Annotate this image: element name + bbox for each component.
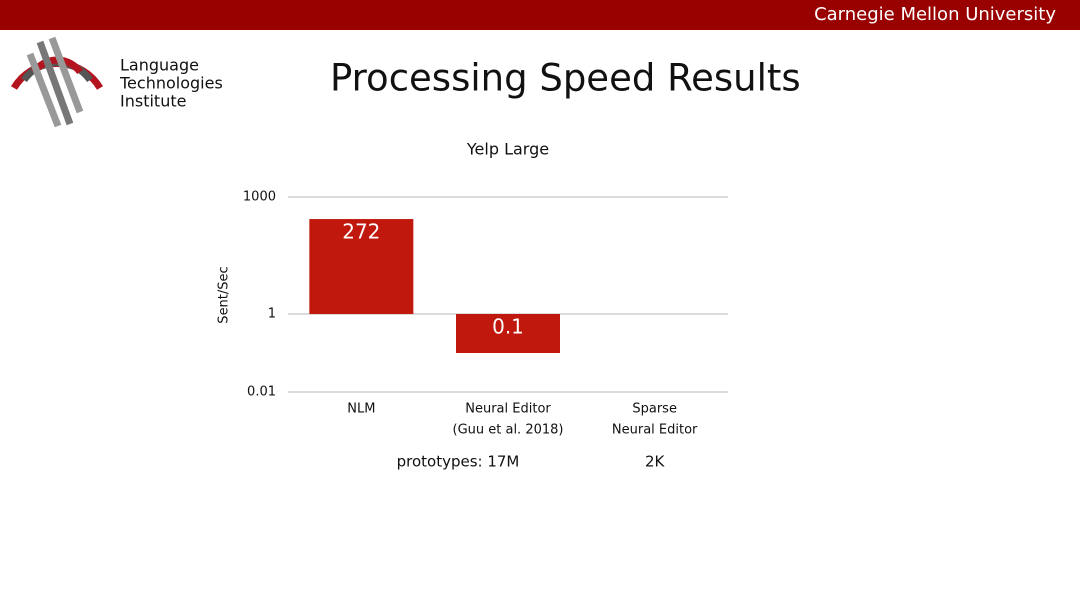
y-tick-label: 0.01 bbox=[247, 385, 276, 400]
value-label: 272 bbox=[342, 220, 380, 244]
x-tick-label: Neural Editor bbox=[465, 402, 551, 417]
logo-text: Technologies bbox=[119, 74, 223, 93]
logo-mark bbox=[10, 36, 104, 128]
bar bbox=[309, 219, 414, 314]
chart-title: Yelp Large bbox=[466, 140, 549, 159]
x-tick-label: Sparse bbox=[632, 402, 677, 417]
institution: Carnegie Mellon University bbox=[814, 4, 1056, 25]
slide-title: Processing Speed Results bbox=[330, 57, 801, 100]
logo-text: Institute bbox=[120, 92, 186, 111]
bar bbox=[456, 314, 560, 353]
x-tick-label: (Guu et al. 2018) bbox=[453, 423, 564, 438]
y-tick-label: 1000 bbox=[243, 190, 276, 205]
y-tick-label: 1 bbox=[268, 307, 276, 322]
annotation: 2K bbox=[645, 453, 666, 471]
header-bar bbox=[0, 0, 1080, 30]
value-label: 0.1 bbox=[492, 315, 524, 339]
y-axis-label: Sent/Sec bbox=[217, 266, 232, 323]
x-tick-label: Neural Editor bbox=[612, 423, 698, 438]
logo-text: Language bbox=[120, 56, 199, 75]
x-tick-label: NLM bbox=[347, 402, 375, 417]
annotation: prototypes: 17M bbox=[397, 453, 520, 471]
